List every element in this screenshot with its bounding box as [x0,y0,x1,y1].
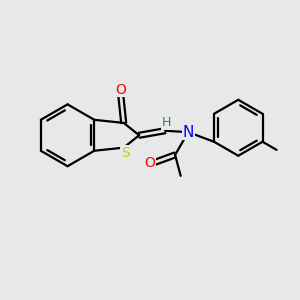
Text: O: O [115,83,126,97]
Text: N: N [182,125,194,140]
Text: O: O [144,156,155,170]
Text: S: S [121,146,130,160]
Text: H: H [162,116,171,129]
